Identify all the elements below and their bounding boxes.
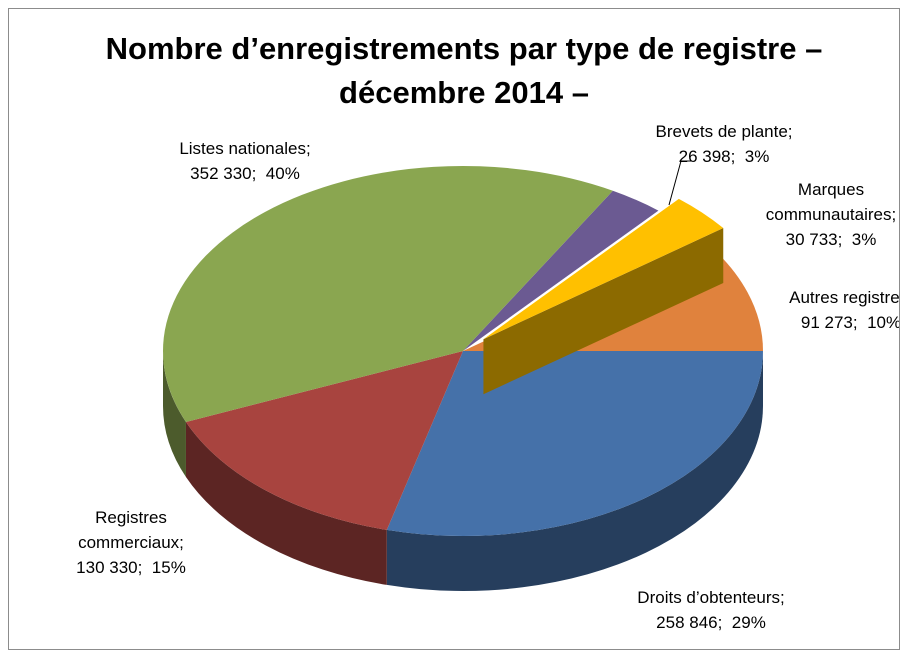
value-label: 130 330; [76, 558, 143, 577]
category-label: Registres commerciaux; [78, 508, 184, 552]
category-label: Autres registres; [789, 288, 900, 307]
slice-side [483, 228, 724, 395]
slice [185, 351, 463, 530]
percent-label: 3% [851, 230, 877, 249]
chart-title: Nombre d’enregistrements par type de reg… [105, 31, 823, 110]
category-label: Droits d’obtenteurs; [637, 588, 785, 607]
slice [386, 351, 763, 536]
category-label: Brevets de plante; [655, 122, 793, 141]
slice-side [163, 351, 186, 477]
category-label: Marques communautaires; [765, 180, 897, 224]
percent-label: 40% [265, 164, 300, 183]
percent-label: 10% [867, 313, 900, 332]
percent-label: 15% [151, 558, 186, 577]
slice [463, 190, 659, 351]
slice [483, 198, 724, 340]
slice-side [185, 421, 387, 585]
value-label: 91 273; [800, 313, 858, 332]
category-label: Listes nationales; [179, 139, 311, 158]
value-label: 352 330; [190, 164, 257, 183]
percent-label: 3% [744, 147, 770, 166]
data-label: Brevets de plante; 26 398; 3% [634, 119, 814, 169]
data-label: Droits d’obtenteurs; 258 846; 29% [621, 585, 801, 635]
data-label: Marques communautaires; 30 733; 3% [751, 177, 899, 252]
data-label: Autres registres; 91 273; 10% [761, 285, 900, 335]
data-label: Registres commerciaux; 130 330; 15% [56, 505, 206, 580]
slice [163, 166, 613, 422]
percent-label: 29% [731, 613, 766, 632]
pie-area [163, 160, 763, 591]
leader-line [668, 160, 691, 206]
value-label: 26 398; [678, 147, 736, 166]
slice-side [386, 351, 763, 591]
value-label: 258 846; [656, 613, 723, 632]
data-label: Listes nationales; 352 330; 40% [155, 136, 335, 186]
value-label: 30 733; [785, 230, 843, 249]
chart: Nombre d’enregistrements par type de reg… [8, 8, 900, 650]
